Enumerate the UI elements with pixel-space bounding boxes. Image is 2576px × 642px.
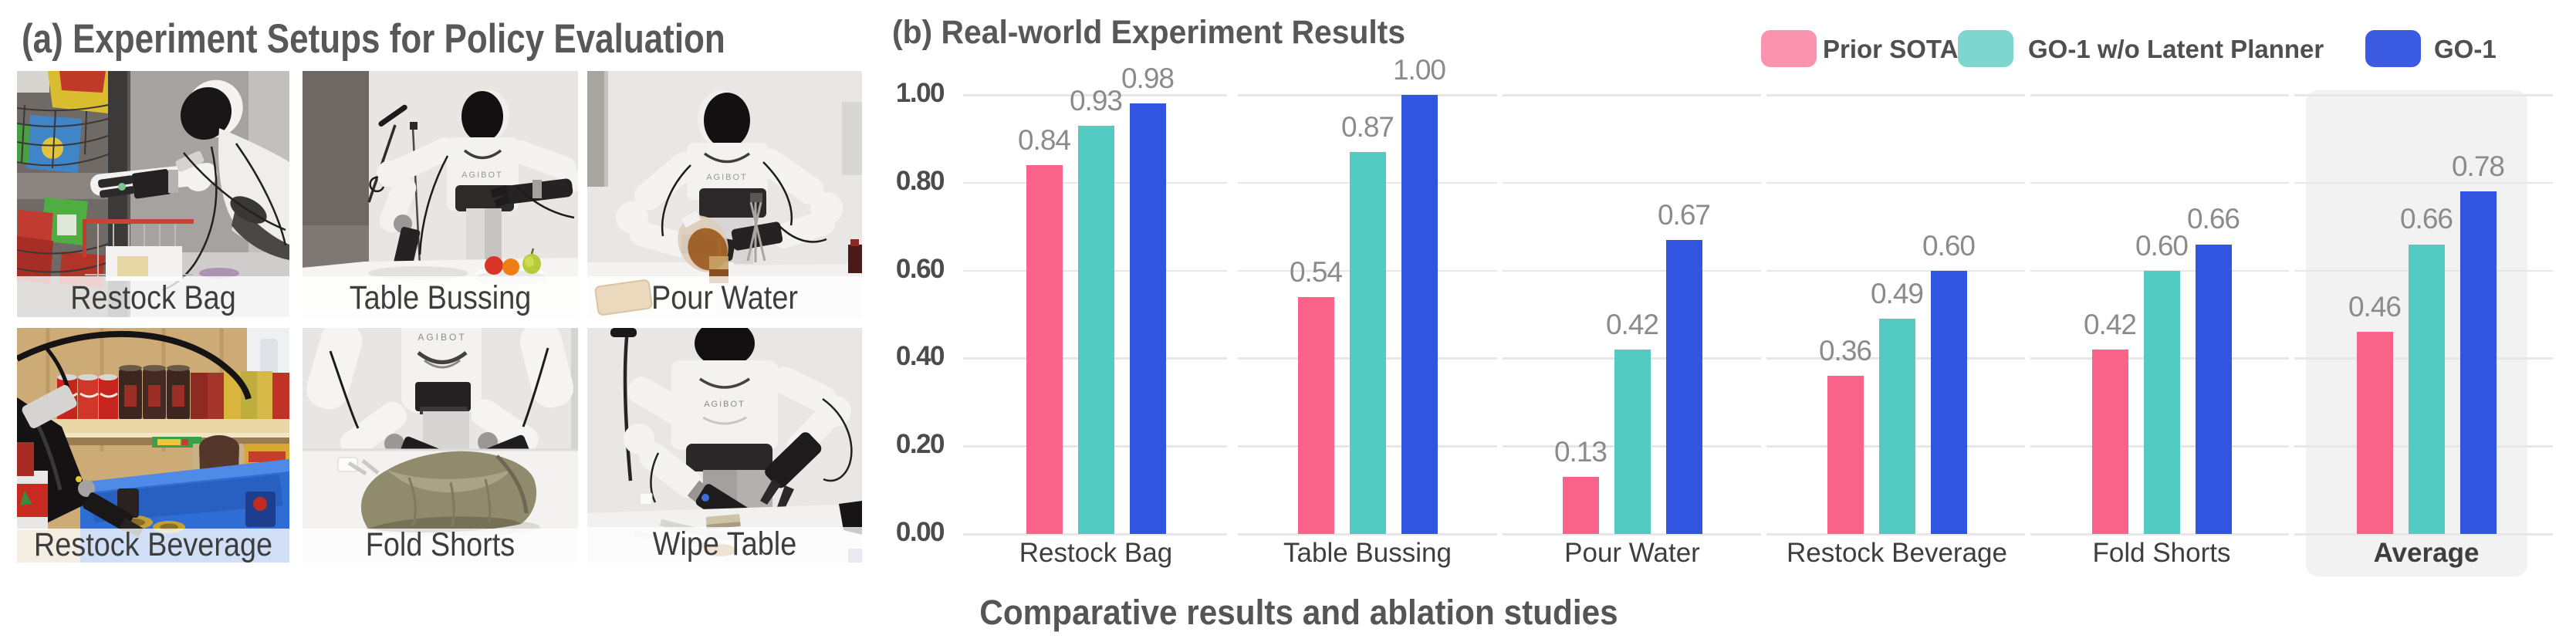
svg-text:AGIBOT: AGIBOT <box>461 171 503 180</box>
svg-text:Wipe Table: Wipe Table <box>653 525 797 563</box>
svg-text:Restock Bag: Restock Bag <box>70 279 236 316</box>
svg-text:Table Bussing: Table Bussing <box>350 279 532 316</box>
svg-text:Pour Water: Pour Water <box>651 279 798 316</box>
svg-text:AGIBOT: AGIBOT <box>704 400 745 409</box>
svg-text:AGIBOT: AGIBOT <box>418 332 466 343</box>
svg-text:AGIBOT: AGIBOT <box>706 173 748 182</box>
svg-text:Fold Shorts: Fold Shorts <box>366 525 515 563</box>
svg-text:Restock Beverage: Restock Beverage <box>34 525 272 563</box>
